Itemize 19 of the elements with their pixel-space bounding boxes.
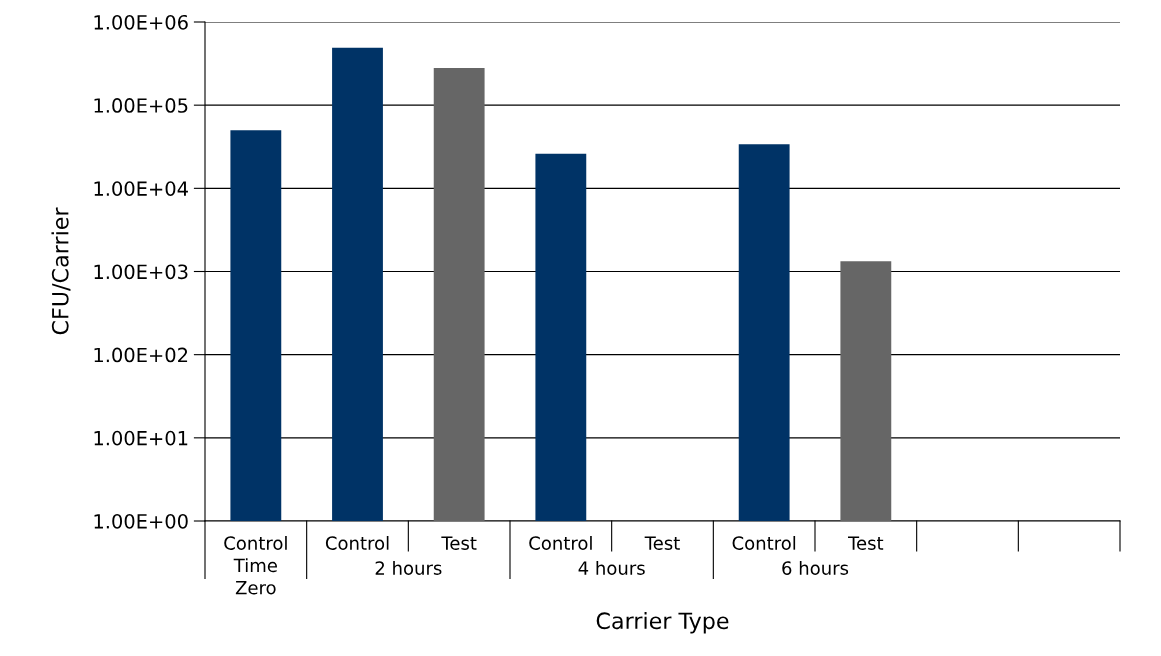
x-tick-label: Control — [732, 535, 796, 550]
y-tick-label: 1.00E+02 — [94, 347, 188, 363]
y-axis-title: CFU/Carrier — [51, 207, 71, 335]
x-tick-label: Test — [441, 536, 477, 550]
y-tick-label: 1.00E+05 — [94, 98, 188, 113]
x-tick-label: Test — [644, 536, 680, 550]
text: 4 hours — [578, 560, 645, 575]
y-tick-label: 1.00E+01 — [94, 430, 188, 446]
y-tick-label: 1.00E+04 — [94, 181, 188, 196]
x-axis-title: Carrier Type — [596, 611, 729, 634]
x-tick-label: Control — [529, 535, 592, 550]
x-tick-label: Test — [848, 536, 884, 550]
x-tick-label: Control Time Zero — [224, 535, 287, 595]
y-tick-label: 1.00E+06 — [94, 14, 188, 30]
y-tick-label: 1.00E+03 — [94, 264, 188, 280]
y-tick-label: 1.00E+00 — [94, 513, 188, 529]
text: 2 hours — [375, 560, 442, 575]
text: 6 hours — [782, 560, 849, 575]
x-tick-label: Control — [325, 535, 389, 550]
